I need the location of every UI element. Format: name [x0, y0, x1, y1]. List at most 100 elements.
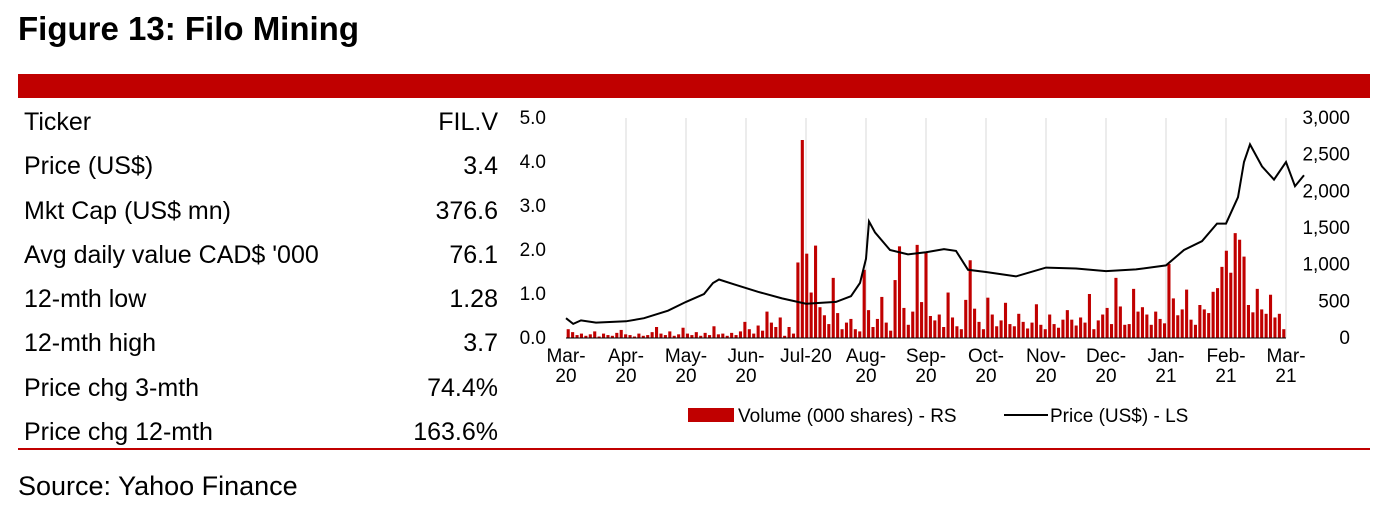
x-tick-label: Jul-20 [780, 346, 832, 367]
volume-bar [1264, 313, 1268, 338]
volume-bar [1083, 322, 1087, 338]
x-tick-label: 20 [675, 366, 696, 387]
volume-bar [911, 311, 915, 338]
volume-bar [1185, 289, 1189, 338]
y-right-tick-label: 0 [1339, 328, 1350, 349]
volume-bar [641, 335, 645, 338]
volume-bar [1211, 291, 1215, 338]
x-tick-label: Jun- [728, 346, 765, 367]
stats-label: Price chg 12-mth [24, 418, 213, 447]
x-tick-label: May- [665, 346, 707, 367]
volume-bar [1056, 327, 1061, 338]
price-line [565, 141, 1305, 326]
volume-bar [606, 335, 610, 338]
volume-bar [924, 252, 928, 338]
volume-bar [615, 332, 619, 338]
volume-bar [880, 296, 884, 338]
volume-bar [897, 246, 902, 338]
volume-bar [1026, 328, 1030, 338]
volume-bar [1017, 313, 1021, 338]
volume-bar [884, 322, 888, 338]
volume-bar [999, 320, 1003, 338]
volume-bar [672, 335, 676, 338]
volume-bar [708, 335, 712, 338]
volume-bar [619, 329, 623, 338]
volume-bar [584, 335, 588, 338]
volume-bar [1277, 313, 1281, 338]
volume-bar [981, 329, 985, 338]
legend-volume-label: Volume (000 shares) - RS [738, 406, 957, 427]
stats-row-price-chg-12mth: Price chg 12-mth 163.6% [18, 410, 500, 454]
stats-label: 12-mth high [24, 329, 157, 358]
x-tick-label: 20 [555, 366, 576, 387]
stats-value: 74.4% [427, 373, 498, 402]
volume-bar [1149, 324, 1153, 338]
stats-label: Mkt Cap (US$ mn) [24, 196, 231, 225]
figure-title: Figure 13: Filo Mining [18, 10, 359, 47]
volume-bar [928, 316, 932, 338]
volume-bar [1030, 322, 1034, 338]
x-tick-label: Oct- [968, 346, 1004, 367]
stats-value: 76.1 [449, 240, 498, 269]
volume-bar [906, 324, 910, 338]
volume-bar [566, 329, 570, 338]
volume-bar [588, 334, 592, 338]
y-right-tick-label: 1,500 [1302, 218, 1350, 239]
volume-bar [836, 313, 840, 338]
volume-bar [747, 329, 751, 338]
volume-bar [862, 269, 866, 338]
volume-bar [655, 327, 659, 338]
volume-bar [1229, 272, 1233, 338]
volume-bar [690, 335, 694, 338]
stats-value: 163.6% [413, 418, 498, 447]
volume-bar [579, 333, 583, 338]
volume-bar [1127, 324, 1131, 338]
volume-bar [867, 310, 871, 338]
volume-bar [1233, 233, 1237, 338]
volume-bar [593, 331, 597, 338]
stats-value: FIL.V [438, 108, 498, 136]
stats-label: Avg daily value CAD$ '000 [24, 240, 319, 269]
x-tick-label: 21 [1155, 366, 1176, 387]
y-right-tick-label: 1,000 [1302, 255, 1350, 276]
volume-bar [703, 332, 707, 338]
x-tick-label: 20 [1095, 366, 1116, 387]
volume-bar [712, 326, 716, 338]
volume-bar [1193, 324, 1197, 338]
volume-bar [1092, 329, 1096, 338]
volume-bar [571, 332, 575, 338]
volume-bar [650, 332, 654, 338]
volume-bar [677, 334, 681, 338]
volume-bar [756, 325, 760, 338]
volume-bar [1207, 313, 1211, 338]
stats-row-ticker: Ticker FIL.V [18, 100, 500, 144]
volume-bar [624, 334, 628, 338]
volume-bar [1220, 266, 1224, 338]
volume-bar [1087, 294, 1091, 338]
volume-bar [805, 253, 809, 338]
volume-bar [1114, 277, 1118, 338]
volume-bar [1034, 304, 1038, 338]
volume-bar [1123, 324, 1127, 338]
volume-bar [875, 318, 879, 338]
volume-bar [1242, 256, 1246, 338]
volume-bar [716, 334, 720, 338]
volume-bar [1079, 317, 1083, 338]
volume-bar [1012, 326, 1016, 338]
volume-bar [796, 262, 800, 338]
volume-bar [955, 326, 959, 338]
volume-bar [1132, 288, 1136, 338]
y-left-tick-label: 3.0 [520, 196, 546, 217]
volume-bar [933, 320, 937, 338]
x-tick-label: 20 [855, 366, 876, 387]
volume-bar [1136, 311, 1140, 338]
volume-bar [853, 329, 857, 338]
volume-bar [783, 335, 787, 338]
stats-row-price-chg-3mth: Price chg 3-mth 74.4% [18, 366, 500, 410]
volume-bar [778, 317, 782, 338]
volume-bar [694, 332, 698, 338]
x-tick-label: Aug- [846, 346, 886, 367]
volume-bar [995, 326, 999, 338]
volume-bar [791, 333, 796, 338]
volume-bar [663, 335, 667, 338]
